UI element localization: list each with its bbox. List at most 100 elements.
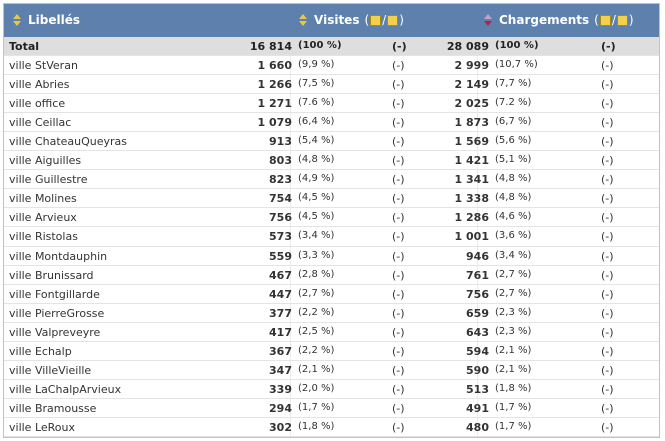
loads: 590 (466, 363, 489, 377)
table-row: ville Valpreveyre 417 (2,5 %) (-) 643 (2,3 %)… (4, 323, 659, 342)
loads: 594 (466, 344, 489, 358)
loads-pct: (2,7 %) (495, 268, 532, 280)
visits: 377 (269, 306, 292, 320)
loads-pct: (5,6 %) (495, 135, 532, 147)
visits-diff: (-) (392, 59, 405, 73)
visits-pct: (5,4 %) (298, 135, 335, 147)
visits-diff: (-) (392, 249, 405, 263)
sort-icon[interactable] (298, 13, 308, 27)
visits: 1 271 (257, 97, 292, 111)
table-row: ville Guillestre 823 (4,9 %) (-) 1 341 (4,8 %… (4, 170, 659, 190)
toggle-group[interactable]: (/) (364, 13, 403, 27)
label: ville Ristolas (9, 230, 78, 244)
table-row: ville LeRoux 302 (1,8 %) (-) 480 (1,7 %) (-) (4, 418, 659, 437)
sort-icon[interactable] (12, 13, 22, 27)
loads: 1 421 (454, 154, 489, 168)
visits: 16 814 (249, 40, 292, 53)
visits-pct: (2,1 %) (298, 363, 335, 375)
column-header[interactable]: Visites (/) (298, 13, 404, 27)
visits-pct: (4,5 %) (298, 192, 335, 204)
loads-pct: (2,3 %) (495, 325, 532, 337)
table-row: ville Ristolas 573 (3,4 %) (-) 1 001 (3,6 %) (… (4, 227, 659, 247)
visits: 302 (269, 420, 292, 434)
loads-pct: (4,8 %) (495, 192, 532, 204)
expand-icon[interactable] (599, 15, 611, 26)
loads: 480 (466, 420, 489, 434)
loads-pct: (4,6 %) (495, 211, 532, 223)
loads-pct: (6,7 %) (495, 116, 532, 128)
table-row: ville StVeran 1 660 (9,9 %) (-) 2 999 (10,7 %… (4, 56, 659, 76)
visits-diff: (-) (392, 116, 405, 130)
table-row: ville Molines 754 (4,5 %) (-) 1 338 (4,8 %) (-… (4, 189, 659, 209)
column-header[interactable]: Libellés (12, 13, 80, 27)
visits: 754 (269, 192, 292, 206)
label: ville Guillestre (9, 173, 88, 187)
table-row: ville Montdauphin 559 (3,3 %) (-) 946 (3,4 %)… (4, 247, 659, 266)
collapse-icon[interactable] (616, 15, 628, 26)
loads-diff: (-) (601, 344, 614, 358)
visits-diff: (-) (392, 135, 405, 149)
column-header[interactable]: Chargements (/) (483, 13, 634, 27)
table-row: ville Ceillac 1 079 (6,4 %) (-) 1 873 (6,7 %)… (4, 113, 659, 133)
table-row: ville Fontgillarde 447 (2,7 %) (-) 756 (2,7 %… (4, 285, 659, 304)
visits-diff: (-) (392, 287, 405, 301)
visits: 447 (269, 287, 292, 301)
visits-diff: (-) (392, 325, 405, 339)
label: ville Bramousse (9, 401, 97, 415)
label: ville office (9, 97, 66, 111)
loads: 946 (466, 249, 489, 263)
loads: 1 341 (454, 173, 489, 187)
visits-diff: (-) (392, 268, 405, 282)
loads-diff: (-) (601, 420, 614, 434)
loads-diff: (-) (601, 268, 614, 282)
label: ville Abries (9, 78, 70, 92)
label: ville VilleVieille (9, 363, 92, 377)
loads-diff: (-) (601, 59, 614, 73)
slash: / (611, 13, 616, 27)
visits: 294 (269, 401, 292, 415)
toggle-group[interactable]: (/) (594, 13, 633, 27)
paren: ) (399, 13, 404, 27)
column-divider (290, 37, 291, 437)
loads-diff: (-) (601, 192, 614, 206)
table-row: ville Echalp 367 (2,2 %) (-) 594 (2,1 %) (-) (4, 342, 659, 361)
visits: 559 (269, 249, 292, 263)
visits-pct: (4,9 %) (298, 173, 335, 185)
label: ville Ceillac (9, 116, 72, 130)
visits: 339 (269, 382, 292, 396)
loads-pct: (7,7 %) (495, 78, 532, 90)
loads-diff: (-) (601, 116, 614, 130)
loads-diff: (-) (601, 211, 614, 225)
loads-pct: (2,1 %) (495, 363, 532, 375)
table-row: ville Arvieux 756 (4,5 %) (-) 1 286 (4,6 %) (-… (4, 208, 659, 228)
table-row: ville VilleVieille 347 (2,1 %) (-) 590 (2,1 %… (4, 361, 659, 380)
visits-pct: (4,5 %) (298, 211, 335, 223)
sort-icon[interactable] (483, 13, 493, 27)
label: ville PierreGrosse (9, 306, 105, 320)
visits-pct: (3,3 %) (298, 249, 335, 261)
collapse-icon[interactable] (387, 15, 399, 26)
visits-diff: (-) (392, 306, 405, 320)
loads-diff: (-) (601, 78, 614, 92)
label: ville Montdauphin (9, 249, 108, 263)
visits-pct: (2,2 %) (298, 344, 335, 356)
column-label: Libellés (28, 13, 80, 27)
loads-pct: (5,1 %) (495, 154, 532, 166)
loads-pct: (2,1 %) (495, 344, 532, 356)
expand-icon[interactable] (370, 15, 382, 26)
visits-pct: (2,7 %) (298, 287, 335, 299)
visits-pct: (7.6 %) (298, 97, 335, 109)
visits-diff: (-) (392, 230, 405, 244)
loads-diff: (-) (601, 382, 614, 396)
loads-diff: (-) (601, 325, 614, 339)
visits: 823 (269, 173, 292, 187)
label: ville Aiguilles (9, 154, 82, 168)
loads-pct: (1,8 %) (495, 382, 532, 394)
visits-diff: (-) (392, 40, 407, 53)
table-row: ville office 1 271 (7.6 %) (-) 2 025 (7.2 %) (… (4, 94, 659, 114)
loads-pct: (2,7 %) (495, 287, 532, 299)
visits-diff: (-) (392, 344, 405, 358)
label: ville Valpreveyre (9, 325, 101, 339)
label: ville Arvieux (9, 211, 77, 225)
